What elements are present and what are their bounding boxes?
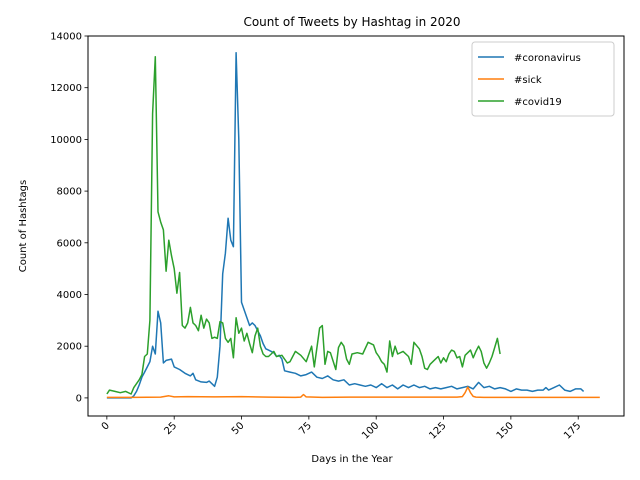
y-tick-label: 2000 xyxy=(57,342,82,353)
series-line-1 xyxy=(106,386,600,399)
y-tick-label: 8000 xyxy=(57,187,82,198)
chart-title: Count of Tweets by Hashtag in 2020 xyxy=(243,15,460,29)
y-tick-label: 4000 xyxy=(57,290,82,301)
y-tick-label: 6000 xyxy=(57,238,82,249)
legend-entry-1: #sick xyxy=(514,75,542,86)
y-tick-label: 10000 xyxy=(50,135,82,146)
legend-box xyxy=(471,41,615,117)
series-layer xyxy=(106,52,600,399)
legend: #coronavirus #sick #covid19 xyxy=(471,41,615,117)
x-axis-label: Days in the Year xyxy=(311,454,393,465)
y-axis-label: Count of Hashtags xyxy=(18,180,29,273)
y-tick-label: 0 xyxy=(76,393,82,404)
y-tick-label: 12000 xyxy=(50,83,82,94)
series-line-0 xyxy=(106,52,585,399)
y-tick-label: 14000 xyxy=(50,32,82,43)
series-line-2 xyxy=(106,55,501,395)
legend-entry-2: #covid19 xyxy=(514,97,562,108)
legend-entry-0: #coronavirus xyxy=(514,53,581,64)
y-axis-ticks: 0 2000 4000 6000 8000 10000 12000 14000 xyxy=(50,32,88,404)
plot-frame xyxy=(87,35,625,417)
